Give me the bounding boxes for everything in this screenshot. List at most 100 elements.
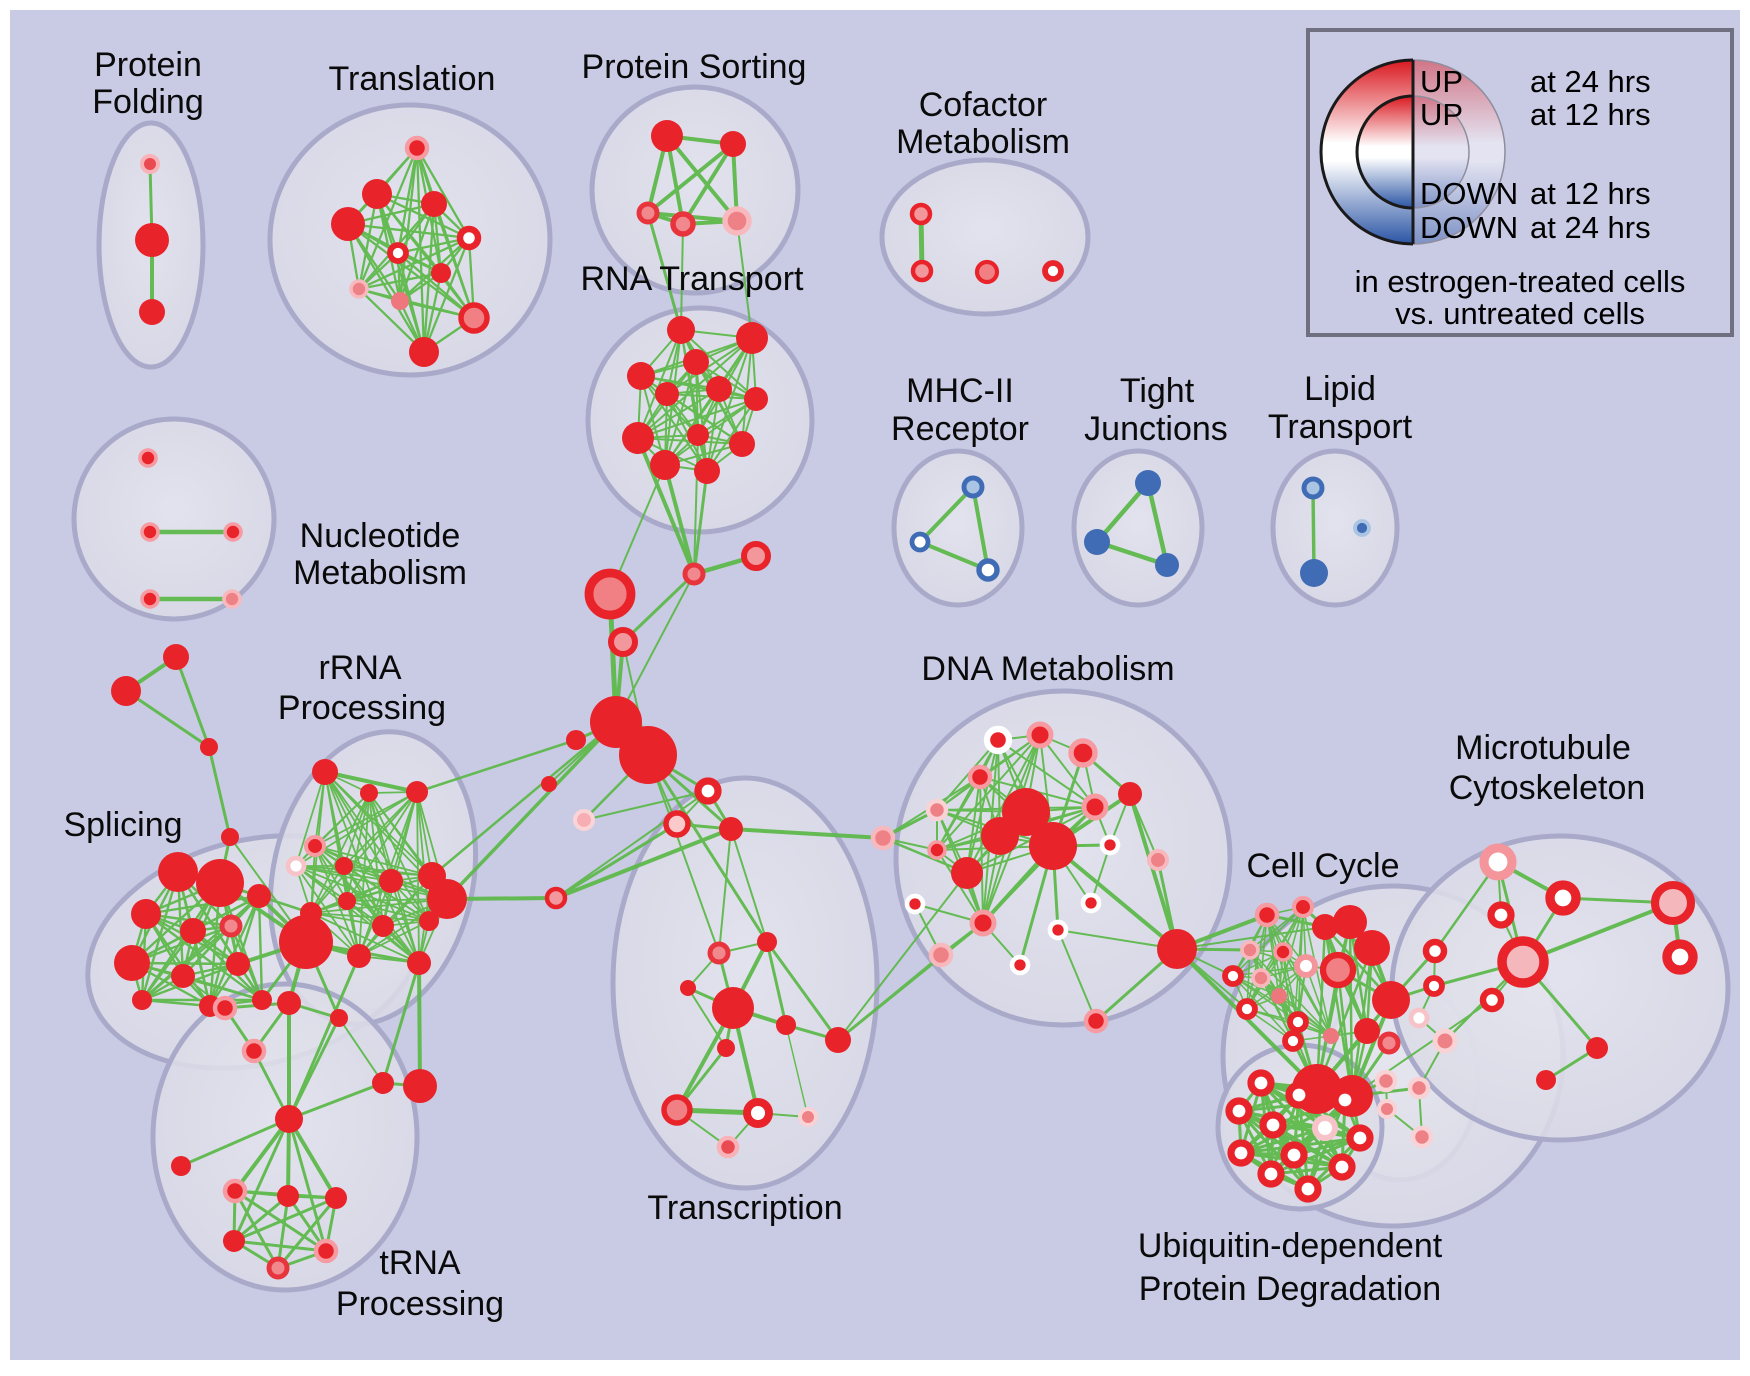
gene-node-d4 <box>967 764 993 790</box>
gene-node-r1 <box>312 759 338 785</box>
cluster-label-rrna-processing: rRNA <box>318 649 401 687</box>
gene-node-k21 <box>1408 1007 1430 1029</box>
legend-time-label: at 24 hrs <box>1530 210 1651 245</box>
edge <box>997 739 1096 808</box>
edge <box>680 329 708 472</box>
gene-node-uh6 <box>266 1256 290 1280</box>
gene-node-d13 <box>904 893 926 915</box>
gene-node-t4 <box>331 207 365 241</box>
legend: UP at 24 hrs UP at 12 hrs DOWN at 12 hrs DOWN a… <box>1306 28 1734 337</box>
edge <box>314 791 418 847</box>
gene-node-m1 <box>961 475 985 499</box>
legend-box <box>1306 28 1734 337</box>
gene-node-ub12 <box>1294 1175 1322 1203</box>
edge <box>1249 949 1332 1037</box>
gene-node-r7 <box>379 869 403 893</box>
edge <box>687 987 727 1049</box>
gene-node-nm3 <box>223 522 243 542</box>
gene-node-nm2 <box>140 522 160 542</box>
edge <box>785 1024 809 1118</box>
edge <box>415 146 471 240</box>
gene-node-k24 <box>1407 1076 1431 1100</box>
gene-node-rt5 <box>706 376 732 402</box>
gene-node-l2 <box>1300 559 1328 587</box>
gene-node-ub1 <box>1247 1069 1275 1097</box>
cluster-label-lipid-transport: Transport <box>1268 408 1413 446</box>
edge <box>706 398 757 472</box>
cluster-label-splicing: Splicing <box>63 806 182 844</box>
edge <box>233 1117 291 1193</box>
gene-node-uh3 <box>325 1187 347 1209</box>
gene-node-nm5 <box>222 589 242 609</box>
legend-outer-right-outline <box>1412 59 1506 245</box>
edge <box>664 398 757 466</box>
edge <box>736 220 753 339</box>
gene-node-g4 <box>572 808 596 832</box>
cluster-label-protein-folding: Protein <box>94 46 202 84</box>
gene-node-k14 <box>1282 1030 1304 1052</box>
gene-node-tr9 <box>776 1015 796 1035</box>
gene-node-k4b <box>1354 930 1390 966</box>
edge <box>637 398 757 439</box>
gene-node-s13 <box>221 828 239 846</box>
gene-node-mt3 <box>1487 901 1515 929</box>
edge <box>276 1194 290 1270</box>
edge <box>287 1117 328 1253</box>
gene-node-mt9 <box>1586 1037 1608 1059</box>
edge <box>314 845 360 957</box>
edge <box>232 1196 338 1243</box>
gene-node-k18 <box>1377 1031 1401 1055</box>
legend-time-label: at 24 hrs <box>1530 64 1651 99</box>
edge <box>1348 920 1354 1098</box>
edge <box>1311 486 1316 575</box>
edge <box>396 251 476 320</box>
edge <box>1176 926 1326 950</box>
gene-node-ps1 <box>651 120 683 152</box>
legend-note-line: vs. untreated cells <box>1395 296 1645 331</box>
edge <box>1315 925 1327 1091</box>
gene-node-mt1 <box>1479 843 1517 881</box>
gene-node-tr5 <box>757 932 777 952</box>
gene-node-c2 <box>910 259 934 283</box>
gene-node-j3 <box>1155 553 1179 577</box>
gene-node-t2 <box>362 179 392 209</box>
gene-node-ut4 <box>330 1009 348 1027</box>
gene-node-d14 <box>969 909 997 937</box>
gene-node-pf2 <box>135 223 169 257</box>
gene-node-s10 <box>132 990 152 1010</box>
gene-node-d10 <box>951 857 983 889</box>
gene-node-r5 <box>335 857 353 875</box>
gene-node-mt7 <box>1662 939 1698 975</box>
edge <box>357 287 426 354</box>
edge <box>583 790 709 821</box>
cluster-label-ubiquitin-degradation: Ubiquitin-dependent <box>1138 1227 1443 1265</box>
gene-node-uh2 <box>277 1185 299 1207</box>
edge <box>144 912 264 1002</box>
edge <box>765 940 788 1027</box>
edge <box>233 1189 280 1270</box>
edge <box>1306 1098 1347 1191</box>
gene-node-ub11 <box>1257 1160 1285 1188</box>
edge <box>343 865 420 964</box>
edge <box>1145 480 1170 568</box>
edge <box>346 222 426 354</box>
legend-direction-label: UP <box>1420 64 1463 99</box>
gene-node-k16 <box>1354 1018 1380 1044</box>
gene-node-x3 <box>200 738 218 756</box>
gene-node-s7 <box>114 945 150 981</box>
edge <box>174 655 211 749</box>
edge <box>323 770 419 794</box>
edge <box>979 776 984 924</box>
gene-node-k11 <box>1236 998 1258 1020</box>
edge <box>416 791 433 877</box>
gene-node-t3 <box>421 191 447 217</box>
gene-node-g1 <box>608 627 638 657</box>
gene-node-w1 <box>870 825 896 851</box>
edge <box>680 223 684 331</box>
gene-node-d2 <box>1026 721 1054 749</box>
gene-node-t5 <box>456 225 482 251</box>
gene-node-uh1 <box>222 1178 248 1204</box>
cluster-shell-mhc-ii-receptor <box>891 448 1025 608</box>
